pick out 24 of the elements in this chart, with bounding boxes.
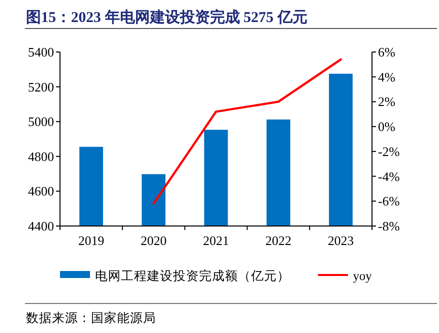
y2-tick-label: 0% (378, 119, 396, 134)
source-note: 数据来源：国家能源局 (26, 310, 156, 325)
x-tick-label: 2019 (78, 233, 104, 248)
x-tick-label: 2020 (140, 233, 167, 248)
y-tick-label: 4600 (28, 184, 54, 199)
y2-tick-label: -6% (378, 194, 400, 209)
legend-label: 电网工程建设投资完成额（亿元） (95, 268, 290, 283)
y-tick-label: 4800 (28, 148, 54, 164)
line-series (152, 58, 342, 205)
y-tick-label: 4400 (28, 218, 54, 234)
y-tick-label: 5400 (28, 44, 54, 60)
y2-tick-label: -4% (378, 168, 400, 184)
x-tick-label: 2023 (328, 233, 354, 248)
y2-tick-label: 2% (378, 94, 396, 110)
y2-tick-label: -8% (378, 218, 400, 234)
y-tick-label: 5200 (28, 79, 54, 94)
x-tick-label: 2022 (265, 233, 292, 248)
y-tick-label: 5000 (28, 114, 54, 130)
legend-label: yoy (353, 269, 372, 283)
x-tick-label: 2021 (203, 233, 229, 248)
y2-tick-label: -2% (378, 144, 400, 159)
y2-tick-label: 6% (378, 44, 396, 60)
chart-title: 图15：2023 年电网建设投资完成 5275 亿元 (26, 8, 308, 26)
y2-tick-label: 4% (378, 69, 396, 84)
